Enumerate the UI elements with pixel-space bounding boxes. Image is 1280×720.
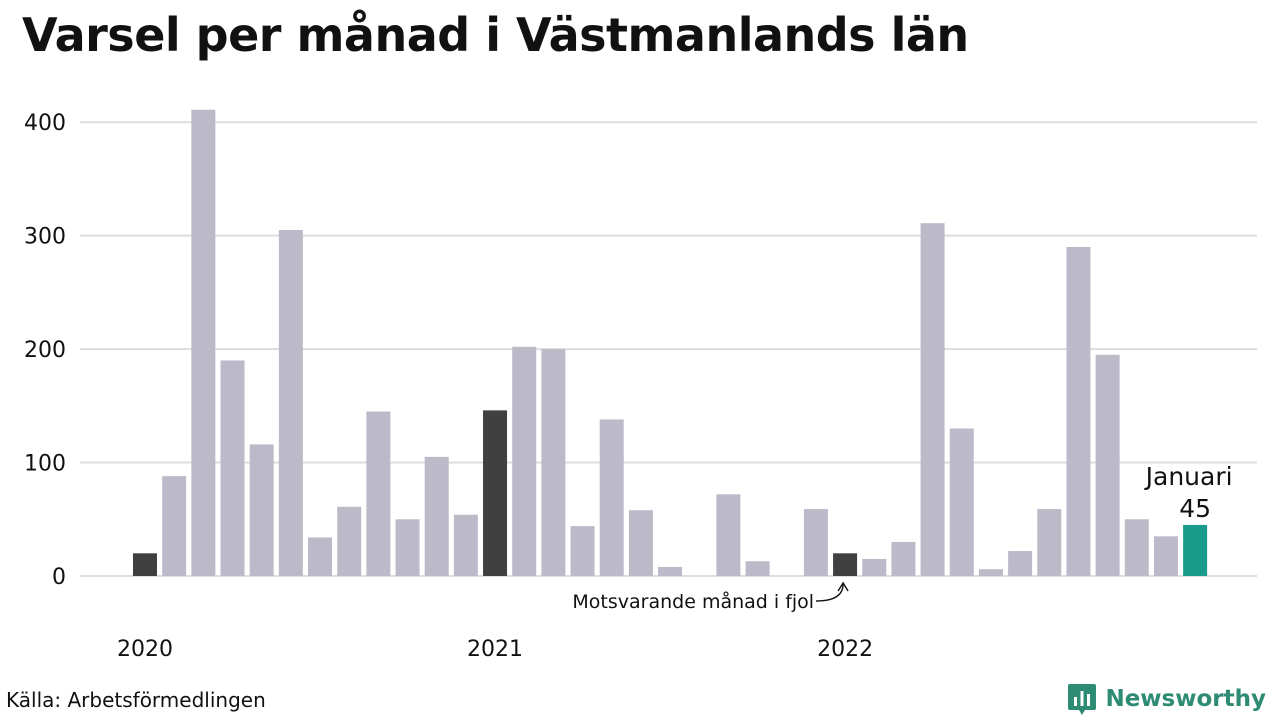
- bar: [483, 410, 508, 576]
- x-tick-label: 2021: [467, 637, 523, 662]
- bar: [599, 419, 624, 576]
- bar: [133, 553, 157, 576]
- bar: [1037, 509, 1062, 576]
- y-tick-label: 300: [24, 225, 66, 250]
- bar: [191, 109, 216, 577]
- x-tick-label: 2022: [817, 637, 873, 662]
- bar: [424, 456, 449, 576]
- chart-title: Varsel per månad i Västmanlands län: [22, 8, 969, 62]
- bar: [628, 510, 653, 576]
- bar: [658, 566, 683, 576]
- current-value-label: 45: [1179, 494, 1211, 523]
- bar: [891, 541, 916, 576]
- bar: [512, 346, 537, 576]
- bar: [366, 411, 391, 576]
- y-tick-label: 100: [24, 452, 66, 477]
- bar: [1095, 354, 1120, 576]
- bar: [1008, 551, 1033, 576]
- current-month-label: Januari: [1144, 462, 1233, 491]
- y-tick-label: 0: [52, 565, 66, 590]
- bar: [220, 360, 245, 576]
- annotation-arrowhead: [837, 581, 849, 592]
- brand-name: Newsworthy: [1105, 686, 1266, 712]
- bar: [949, 428, 974, 576]
- bar: [278, 229, 303, 577]
- brand-logo: Newsworthy: [1067, 682, 1266, 716]
- bar: [920, 223, 945, 576]
- bar: [162, 476, 187, 576]
- x-tick-label: 2020: [117, 637, 173, 662]
- labels-layer: 0 100 200 300 400 2020 2021 2022 Januari 45 Motsva…: [24, 111, 1233, 662]
- bar: [745, 561, 770, 576]
- bar: [453, 514, 478, 576]
- bar: [1124, 519, 1149, 576]
- bar: [862, 558, 887, 576]
- bar: [395, 519, 420, 576]
- bar: [1066, 246, 1091, 576]
- last-year-annotation: Motsvarande månad i fjol: [572, 590, 814, 613]
- bar-chart-logo-icon: [1068, 684, 1097, 715]
- annotation-arrow: [816, 583, 844, 602]
- bar: [337, 506, 362, 576]
- bar: [833, 553, 858, 576]
- bars-layer: [133, 109, 1208, 577]
- bar: [570, 526, 595, 576]
- bar: [1153, 536, 1178, 576]
- bar: [803, 509, 828, 576]
- bar: [541, 349, 566, 576]
- y-tick-label: 400: [24, 111, 66, 136]
- bar: [716, 494, 741, 576]
- source-note: Källa: Arbetsförmedlingen: [6, 688, 266, 712]
- bar: [1183, 524, 1208, 576]
- bar: [249, 444, 274, 576]
- bar: [978, 569, 1003, 576]
- y-tick-label: 200: [24, 338, 66, 363]
- bar: [308, 537, 333, 576]
